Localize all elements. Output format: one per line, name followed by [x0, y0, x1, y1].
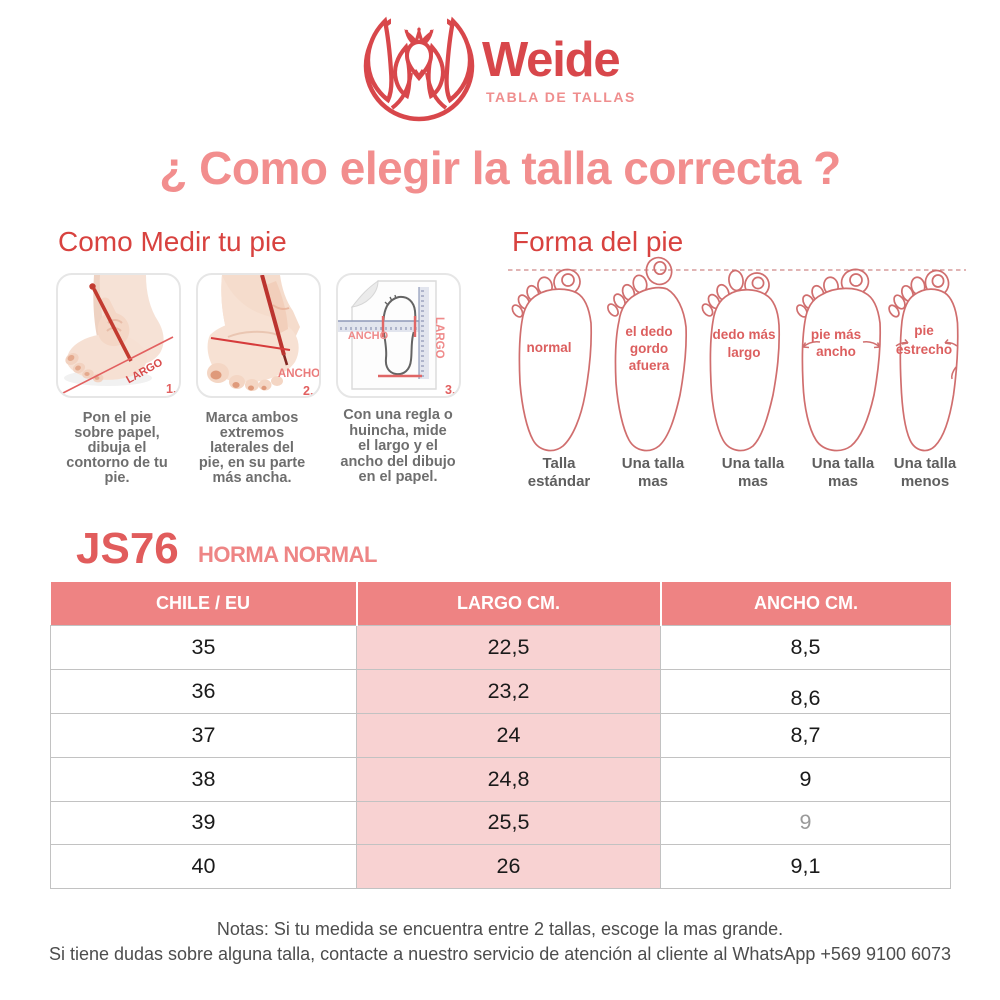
- svg-text:el dedo: el dedo: [625, 324, 672, 339]
- svg-text:LARGO: LARGO: [433, 317, 445, 359]
- svg-text:pie: pie: [914, 323, 934, 338]
- svg-text:afuera: afuera: [629, 358, 670, 373]
- svg-text:dedo más: dedo más: [712, 327, 775, 342]
- svg-text:pie más: pie más: [811, 327, 861, 342]
- svg-text:estrecho: estrecho: [896, 342, 952, 357]
- svg-text:2.: 2.: [303, 384, 313, 396]
- svg-text:1.: 1.: [166, 382, 176, 396]
- svg-text:ANCHO: ANCHO: [348, 330, 389, 342]
- svg-text:largo: largo: [727, 345, 760, 360]
- svg-text:3.: 3.: [445, 383, 455, 396]
- svg-text:normal: normal: [526, 340, 571, 355]
- svg-text:ANCHO: ANCHO: [278, 368, 319, 380]
- svg-text:ancho: ancho: [816, 344, 856, 359]
- svg-text:gordo: gordo: [630, 341, 668, 356]
